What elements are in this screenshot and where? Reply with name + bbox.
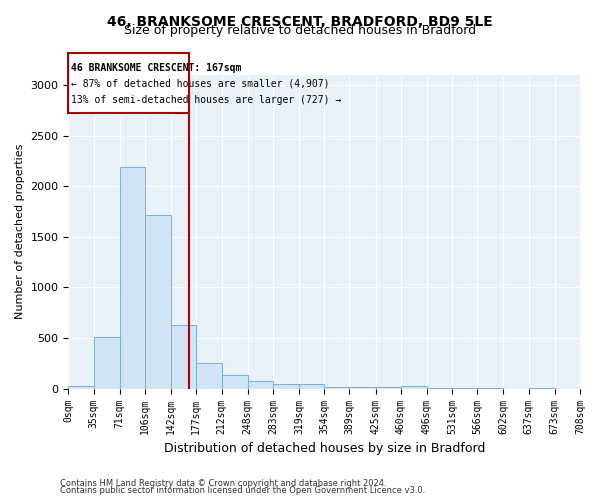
Bar — [221, 375, 248, 388]
Bar — [248, 380, 273, 388]
Bar — [68, 52, 189, 114]
Y-axis label: Number of detached properties: Number of detached properties — [15, 144, 25, 320]
Text: 13% of semi-detached houses are larger (727) →: 13% of semi-detached houses are larger (… — [71, 95, 341, 105]
Text: Contains public sector information licensed under the Open Government Licence v3: Contains public sector information licen… — [60, 486, 425, 495]
X-axis label: Distribution of detached houses by size in Bradford: Distribution of detached houses by size … — [164, 442, 485, 455]
Bar — [94, 337, 120, 388]
Text: 46, BRANKSOME CRESCENT, BRADFORD, BD9 5LE: 46, BRANKSOME CRESCENT, BRADFORD, BD9 5L… — [107, 15, 493, 29]
Bar — [145, 214, 171, 388]
Bar — [196, 363, 221, 388]
Text: 46 BRANKSOME CRESCENT: 167sqm: 46 BRANKSOME CRESCENT: 167sqm — [71, 62, 242, 72]
Text: Size of property relative to detached houses in Bradford: Size of property relative to detached ho… — [124, 24, 476, 37]
Bar — [324, 386, 349, 388]
Text: ← 87% of detached houses are smaller (4,907): ← 87% of detached houses are smaller (4,… — [71, 79, 330, 89]
Bar — [171, 325, 196, 388]
Bar — [120, 167, 145, 388]
Bar — [349, 387, 376, 388]
Bar — [401, 386, 427, 388]
Bar — [68, 386, 94, 388]
Bar — [299, 384, 324, 388]
Bar — [273, 384, 299, 388]
Text: Contains HM Land Registry data © Crown copyright and database right 2024.: Contains HM Land Registry data © Crown c… — [60, 478, 386, 488]
